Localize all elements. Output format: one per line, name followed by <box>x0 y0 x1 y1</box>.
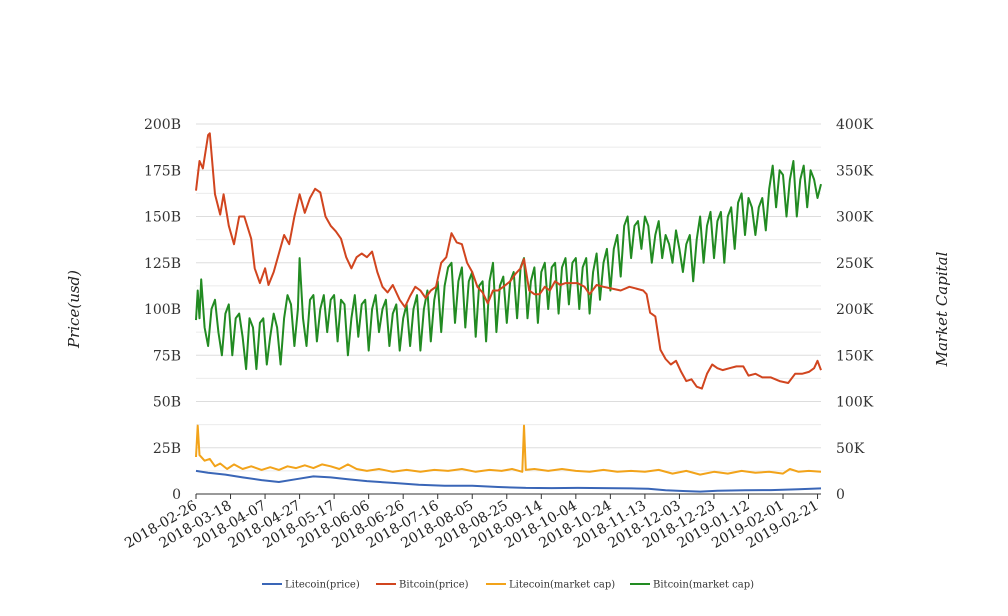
legend-label: Litecoin(price) <box>285 580 360 591</box>
left-tick-label: 0 <box>172 487 181 503</box>
left-tick-label: 150B <box>144 210 181 226</box>
left-tick-label: 100B <box>144 302 181 318</box>
right-tick-label: 150K <box>836 348 874 364</box>
right-tick-label: 400K <box>836 117 874 133</box>
right-tick-label: 300K <box>836 210 874 226</box>
legend: Litecoin(price) Bitcoin(price) Litecoin(ma… <box>262 580 754 591</box>
left-tick-label: 25B <box>153 441 181 457</box>
left-tick-label: 75B <box>153 348 181 364</box>
series-line-bitcoin-market-cap <box>195 160 822 371</box>
left-tick-label: 50B <box>153 395 181 411</box>
y-axis-title: Price(usd) <box>65 270 83 349</box>
legend-label: Bitcoin(market cap) <box>653 580 754 591</box>
y2-axis-title: Market Capital <box>933 251 951 367</box>
legend-label: Litecoin(market cap) <box>509 580 615 591</box>
right-tick-label: 350K <box>836 163 874 179</box>
right-tick-label: 50K <box>836 441 865 457</box>
left-axis: 0 25B 50B 75B 100B 125B 150B 175B 200B <box>144 117 181 503</box>
right-tick-label: 250K <box>836 256 874 272</box>
left-tick-label: 200B <box>144 117 181 133</box>
series-line-litecoin-price <box>195 469 822 493</box>
series-line-litecoin-market-cap <box>195 424 822 476</box>
left-tick-label: 125B <box>144 256 181 272</box>
right-tick-label: 200K <box>836 302 874 318</box>
left-tick-label: 175B <box>144 163 181 179</box>
legend-label: Bitcoin(price) <box>399 580 469 591</box>
series-line-bitcoin-price <box>195 132 822 390</box>
series-layer <box>195 132 822 493</box>
right-tick-label: 100K <box>836 395 874 411</box>
x-axis: 2018-02-262018-03-182018-04-072018-04-27… <box>122 493 822 552</box>
right-tick-label: 0 <box>836 487 845 503</box>
right-axis: 0 50K 100K 150K 200K 250K 300K 350K 400K <box>836 117 874 503</box>
